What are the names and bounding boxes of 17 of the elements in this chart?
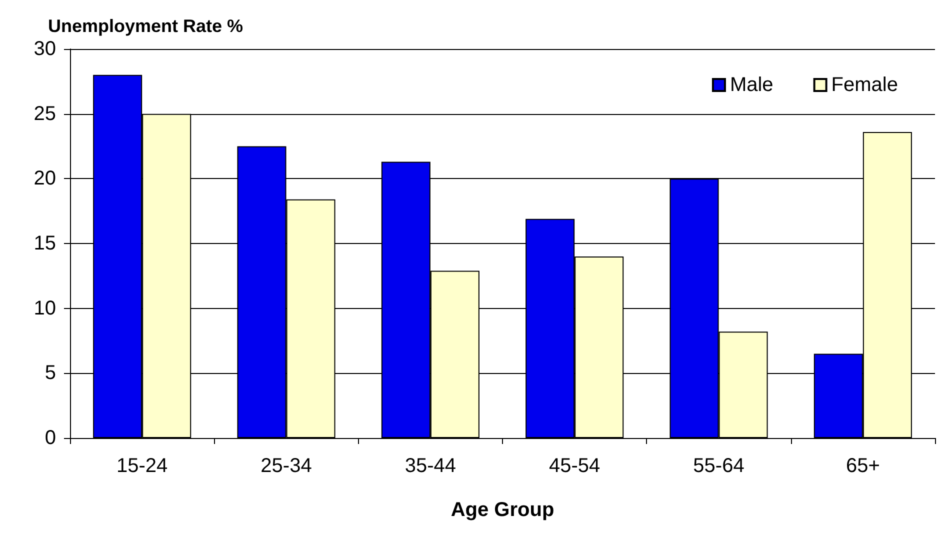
y-tick-label: 25 — [34, 102, 56, 125]
x-axis-title: Age Group — [450, 499, 554, 521]
x-tick-label: 25-34 — [260, 455, 312, 477]
y-tick-label: 30 — [34, 38, 56, 60]
x-tick-label: 15-24 — [116, 455, 168, 477]
x-tick-label: 55-64 — [693, 455, 744, 477]
y-tick-label: 5 — [44, 362, 56, 384]
y-tick-label: 15 — [34, 232, 56, 254]
legend-label: Male — [730, 74, 774, 96]
x-tick-label: 35-44 — [404, 455, 456, 477]
y-tick-label: 0 — [44, 427, 56, 449]
y-tick-label: 20 — [34, 168, 56, 190]
y-tick-label: 10 — [34, 297, 56, 320]
x-tick-label: 45-54 — [549, 455, 600, 477]
legend-label: Female — [831, 74, 898, 96]
x-tick-label: 65+ — [846, 455, 880, 477]
y-axis-title: Unemployment Rate % — [48, 16, 244, 36]
